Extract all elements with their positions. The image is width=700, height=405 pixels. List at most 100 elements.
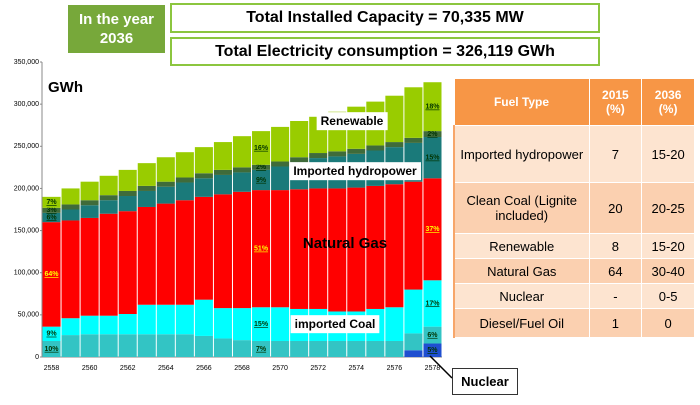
table-cell: Imported hydropower xyxy=(453,125,590,183)
bar-segment xyxy=(328,151,347,157)
bar-segment xyxy=(232,136,252,168)
bar-segment xyxy=(42,212,61,223)
table-cell: Renewable xyxy=(453,233,590,259)
y-tick-label: 0 xyxy=(35,354,39,361)
bar-segment xyxy=(213,174,232,195)
table-row: Diesel/Fuel Oil 1 0 xyxy=(453,308,695,338)
bar-segment xyxy=(404,289,423,334)
bar-segment xyxy=(213,308,232,339)
x-tick-label: 2562 xyxy=(120,365,136,372)
bar-segment xyxy=(252,307,271,341)
bar-segment xyxy=(61,220,80,319)
bar-segment xyxy=(175,182,194,201)
table-cell: 8 xyxy=(588,233,643,259)
bar-segment xyxy=(61,204,80,210)
bar-segment xyxy=(156,181,175,187)
table-row: Natural Gas 64 30-40 xyxy=(453,258,695,284)
bar-segment xyxy=(271,126,290,162)
bar-segment xyxy=(156,334,175,357)
bar-segment xyxy=(80,181,99,201)
y-tick-label: 50,000 xyxy=(18,312,40,319)
bar-segment xyxy=(423,280,442,327)
share-label: 15% xyxy=(254,321,269,328)
bar-segment xyxy=(194,147,213,174)
bar-segment xyxy=(156,157,175,182)
table-cell: 15-20 xyxy=(641,233,695,259)
series-annotation: Renewable xyxy=(321,114,384,128)
bar-segment xyxy=(271,307,290,341)
share-label: 2% xyxy=(256,164,267,171)
bar-segment xyxy=(137,304,156,335)
table-cell: 15-20 xyxy=(641,125,695,183)
y-tick-label: 250,000 xyxy=(14,143,39,150)
bar-segment xyxy=(347,148,366,154)
bar-segment xyxy=(213,338,232,357)
bar-segment xyxy=(118,314,137,335)
table-header: Fuel Type 2015 (%) 2036 (%) xyxy=(453,78,695,126)
bar-segment xyxy=(423,326,442,344)
table-cell: 30-40 xyxy=(641,258,695,284)
bar-segment xyxy=(194,178,213,197)
bar-segment xyxy=(309,188,328,309)
bar-segment xyxy=(423,82,442,132)
x-tick-label: 2564 xyxy=(158,365,174,372)
share-label: 6% xyxy=(46,214,57,221)
bar-segment xyxy=(175,334,194,357)
y-tick-label: 300,000 xyxy=(14,101,39,108)
bar-segment xyxy=(118,211,137,315)
bar-segment xyxy=(80,205,99,218)
bar-segment xyxy=(423,178,442,281)
bar-segment xyxy=(42,207,61,213)
bar-segment xyxy=(232,340,252,357)
bar-segment xyxy=(290,121,309,158)
bar-segment xyxy=(347,340,366,357)
bar-segment xyxy=(213,142,232,170)
unit-label: GWh xyxy=(48,79,83,96)
y-tick-label: 150,000 xyxy=(14,227,39,234)
bar-segment xyxy=(271,161,290,167)
bar-segment xyxy=(385,340,404,357)
bar-segment xyxy=(290,157,309,163)
share-label: 37% xyxy=(425,226,440,233)
bar-segment xyxy=(309,340,328,357)
annotation-bg xyxy=(316,112,388,131)
share-label: 10% xyxy=(45,346,60,353)
table-cell: Clean Coal (Lignite included) xyxy=(453,182,590,234)
annotation-bg xyxy=(290,315,380,334)
x-tick-label: 2572 xyxy=(310,365,326,372)
bar-segment xyxy=(271,190,290,308)
bar-segment xyxy=(175,304,194,335)
bar-segment xyxy=(80,315,99,335)
bar-segment xyxy=(61,335,80,357)
bar-segment xyxy=(175,200,194,305)
bar-segment xyxy=(232,308,252,341)
x-tick-label: 2560 xyxy=(82,365,98,372)
share-label: 7% xyxy=(256,346,267,353)
bar-segment xyxy=(42,196,61,208)
series-annotation: imported Coal xyxy=(295,317,376,331)
bar-segment xyxy=(328,188,347,312)
bar-segment xyxy=(423,131,442,138)
bar-segment xyxy=(61,318,80,336)
bar-segment xyxy=(232,172,252,192)
x-tick-label: 2578 xyxy=(425,365,441,372)
bar-segment xyxy=(99,315,118,335)
bar-segment xyxy=(194,196,213,300)
share-label: 16% xyxy=(254,145,269,152)
bar-segment xyxy=(328,340,347,357)
bar-segment xyxy=(99,213,118,316)
bar-segment xyxy=(385,95,404,143)
share-label: 18% xyxy=(425,104,440,111)
bar-segment xyxy=(194,173,213,179)
bar-segment xyxy=(80,334,99,357)
bar-segment xyxy=(252,190,271,308)
nuclear-callout: Nuclear xyxy=(452,368,518,395)
table-cell: 20-25 xyxy=(641,182,695,234)
share-label: 2% xyxy=(427,131,438,138)
bar-segment xyxy=(118,169,137,191)
bar-segment xyxy=(99,175,118,196)
share-label: 9% xyxy=(46,331,57,338)
bar-segment xyxy=(347,187,366,312)
bar-segment xyxy=(61,209,80,221)
capacity-box: Total Installed Capacity = 70,335 MW xyxy=(170,3,600,33)
